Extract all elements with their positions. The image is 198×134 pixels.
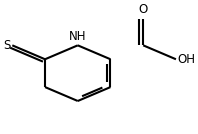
Text: S: S (3, 39, 10, 52)
Text: NH: NH (69, 30, 87, 43)
Text: O: O (139, 3, 148, 16)
Text: OH: OH (178, 53, 196, 66)
